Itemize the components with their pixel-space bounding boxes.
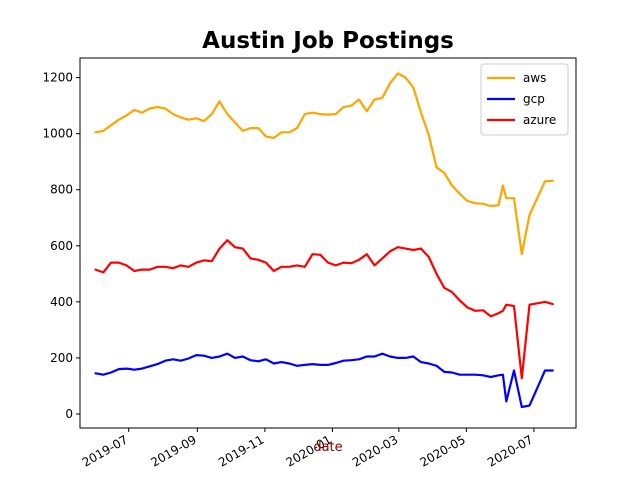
chart-title: Austin Job Postings (202, 28, 454, 54)
legend: aws gcp azure (480, 63, 569, 136)
x-tick-label: 2019-09 (148, 432, 198, 469)
x-tick-label: 2020-07 (485, 432, 535, 469)
series-layer (94, 72, 554, 409)
y-axis: 0 200 400 600 800 1000 1200 (42, 71, 80, 421)
series-line-azure (94, 239, 554, 380)
y-tick-label: 1200 (42, 71, 73, 85)
x-tick-label: 2020-05 (417, 432, 467, 469)
y-tick-label: 200 (50, 351, 73, 365)
plot-area-frame (79, 57, 577, 429)
y-tick-label: 0 (65, 407, 73, 421)
x-axis-label: date (313, 440, 342, 455)
legend-label-azure: azure (523, 113, 556, 127)
series-line-gcp (94, 352, 554, 409)
series-line-aws (94, 72, 554, 256)
y-tick-label: 1000 (42, 127, 73, 141)
legend-label-aws: aws (523, 71, 546, 85)
x-tick-label: 2019-07 (80, 432, 130, 469)
x-tick-label: 2020-03 (350, 432, 400, 469)
legend-label-gcp: gcp (523, 92, 545, 106)
legend-box (480, 63, 569, 136)
x-tick-label: 2019-11 (216, 432, 266, 469)
y-tick-label: 400 (50, 295, 73, 309)
x-axis: 2019-07 2019-09 2019-11 2020-01 2020-03 2020-… (80, 428, 535, 470)
y-tick-label: 600 (50, 239, 73, 253)
y-tick-label: 800 (50, 183, 73, 197)
